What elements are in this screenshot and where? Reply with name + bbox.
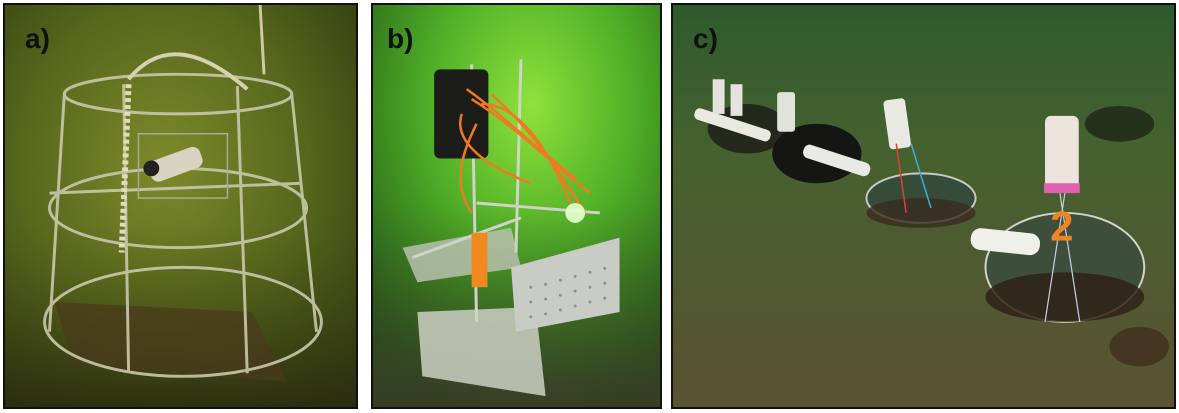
orange-cables bbox=[459, 88, 591, 214]
photo-panel-b: b) bbox=[371, 3, 662, 409]
perforated-box bbox=[511, 237, 620, 332]
photo-c-benthic-chambers: 2 bbox=[673, 5, 1174, 407]
chamber-number: 2 bbox=[1050, 203, 1073, 250]
photo-panel-c: 2 c) bbox=[671, 3, 1176, 409]
panel-label-a: a) bbox=[25, 23, 50, 54]
panel-label-c: c) bbox=[693, 23, 718, 54]
chamber-middle bbox=[694, 92, 871, 184]
photo-a-underwater-cage bbox=[5, 5, 356, 407]
chamber-dome-middle bbox=[865, 98, 977, 228]
photo-panel-a: a) bbox=[3, 3, 358, 409]
orange-sensor bbox=[471, 232, 488, 288]
sensor-instrument bbox=[137, 132, 229, 199]
panel-label-b: b) bbox=[387, 23, 414, 54]
photo-b-benthic-lander bbox=[373, 5, 660, 407]
chamber-foreground bbox=[970, 115, 1146, 323]
